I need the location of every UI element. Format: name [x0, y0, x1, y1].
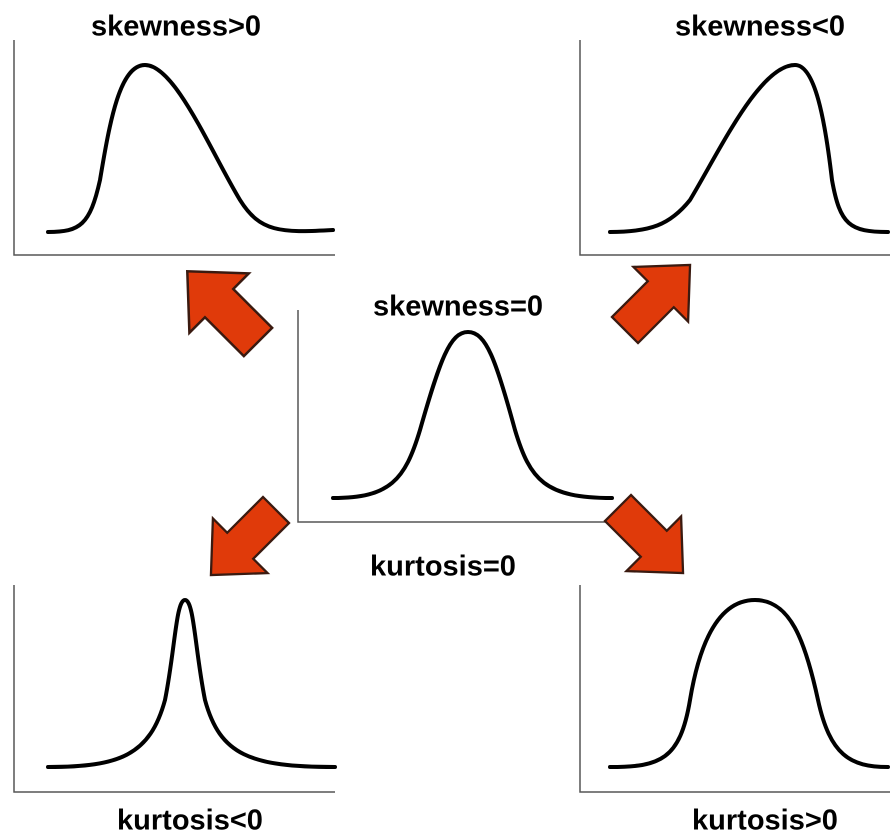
- curve: [608, 598, 890, 769]
- axes: [579, 40, 890, 256]
- curve: [331, 330, 614, 500]
- arrow: [182, 481, 305, 604]
- label: skewness>0: [91, 11, 261, 43]
- label: skewness=0: [373, 291, 543, 323]
- arrow: [156, 240, 289, 373]
- label: kurtosis>0: [692, 805, 838, 835]
- axes: [297, 310, 625, 523]
- axes: [13, 40, 335, 256]
- axes: [13, 585, 335, 793]
- label: kurtosis<0: [117, 805, 263, 835]
- axes: [579, 585, 890, 793]
- curve: [608, 63, 890, 234]
- label: kurtosis=0: [370, 551, 516, 583]
- label: skewness<0: [675, 11, 845, 43]
- curve: [46, 63, 335, 234]
- curve: [46, 598, 337, 769]
